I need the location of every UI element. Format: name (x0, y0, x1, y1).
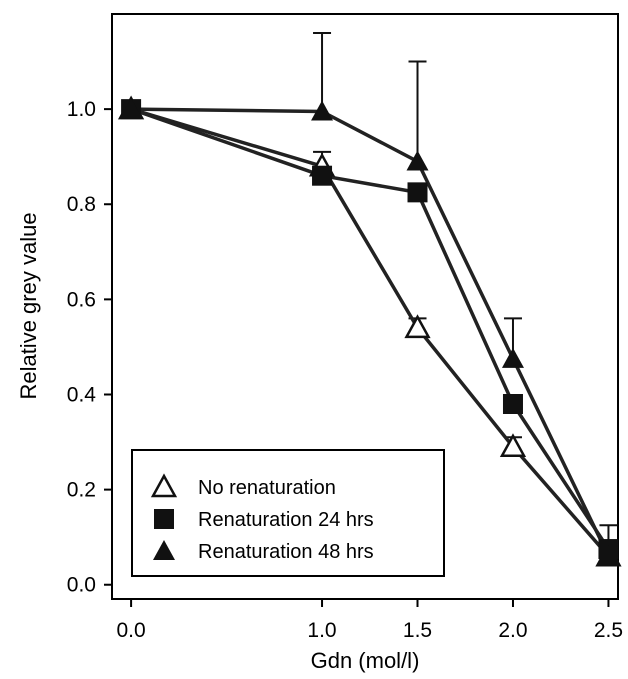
legend: No renaturation Renaturation 24 hrs Rena… (131, 449, 445, 577)
y-tick-label-0.6: 0.6 (67, 288, 96, 311)
y-tick-label-0.2: 0.2 (67, 479, 96, 502)
y-tick-label-0.4: 0.4 (67, 383, 97, 406)
error-bars (313, 32, 618, 557)
point-renaturation-24-hrs-1 (312, 165, 333, 186)
y-axis-label: Relative grey value (16, 212, 41, 399)
point-renaturation-48-hrs-2 (406, 150, 429, 171)
point-renaturation-48-hrs-0 (120, 98, 143, 119)
y-tick-label-1.0: 1.0 (67, 98, 96, 121)
point-renaturation-48-hrs-3 (501, 347, 524, 368)
x-tick-label-2.0: 2.0 (498, 619, 527, 642)
x-tick-label-2.5: 2.5 (594, 619, 623, 642)
legend-label-no-renaturation: No renaturation (198, 477, 336, 499)
x-tick-label-1.0: 1.0 (307, 619, 336, 642)
x-axis-ticks: 0.0 1.0 1.5 2.0 2.5 (116, 599, 623, 642)
point-no-renaturation-3 (499, 433, 527, 458)
plot-frame (111, 13, 619, 600)
x-tick-label-1.5: 1.5 (403, 619, 432, 642)
point-no-renaturation-2 (404, 314, 431, 339)
point-renaturation-24-hrs-2 (407, 182, 428, 203)
legend-items (150, 473, 178, 560)
legend-label-renaturation-24: Renaturation 24 hrs (198, 509, 374, 531)
series-markers (117, 95, 622, 567)
x-tick-label-0.0: 0.0 (116, 619, 145, 642)
legend-symbol-no-renaturation (150, 473, 178, 498)
y-axis-ticks: 0.0 0.2 0.4 0.6 0.8 1.0 (67, 98, 112, 597)
legend-symbol-renaturation-24-hrs (154, 509, 174, 529)
point-renaturation-48-hrs-1 (311, 100, 334, 121)
legend-label-renaturation-48: Renaturation 48 hrs (198, 541, 374, 563)
point-renaturation-48-hrs-4 (597, 545, 620, 566)
x-axis-label: Gdn (mol/l) (311, 648, 420, 673)
y-tick-label-0.0: 0.0 (67, 574, 96, 597)
point-renaturation-24-hrs-3 (502, 394, 523, 414)
y-tick-label-0.8: 0.8 (67, 193, 96, 216)
legend-symbol-renaturation-48-hrs (153, 540, 175, 560)
legend-box (131, 449, 445, 577)
